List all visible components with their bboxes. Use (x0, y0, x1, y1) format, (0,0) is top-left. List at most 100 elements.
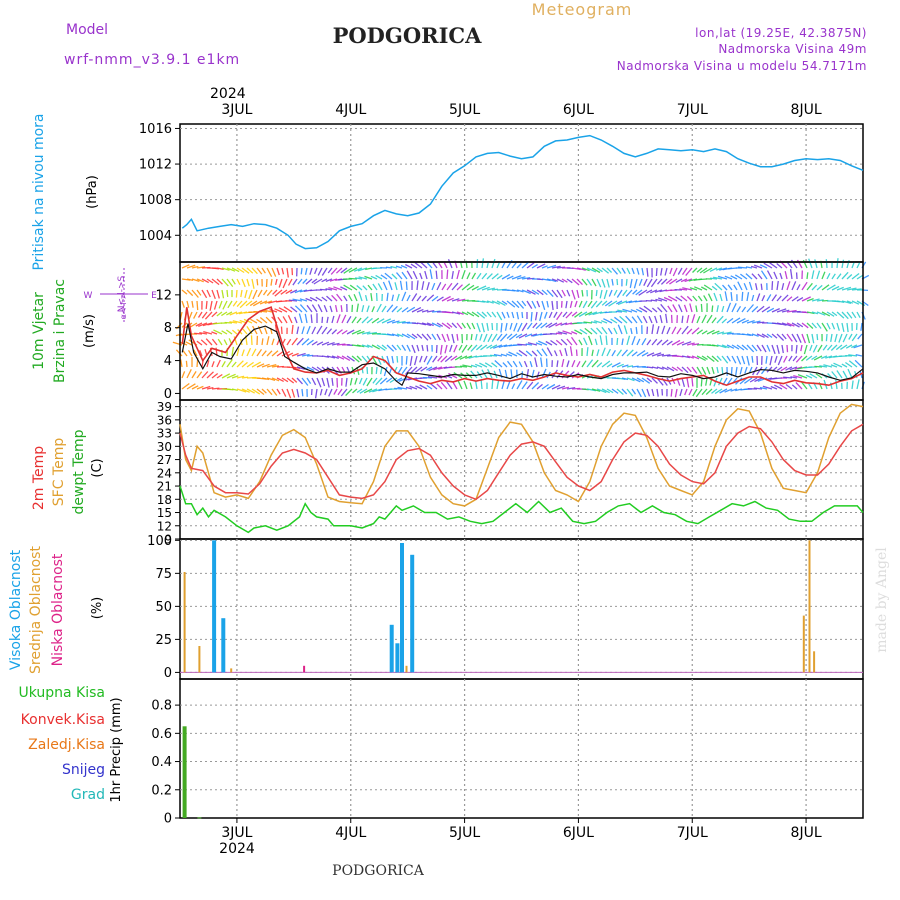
wind-direction-mark (527, 342, 538, 346)
wind-direction-mark (223, 339, 228, 346)
wind-direction-mark (419, 355, 423, 363)
wind-direction-mark (748, 281, 753, 291)
wind-direction-mark (795, 355, 803, 363)
wind-direction-mark (333, 286, 343, 291)
wind-direction-mark (236, 375, 245, 379)
wind-direction-mark (703, 295, 708, 302)
wind-direction-mark (486, 300, 494, 304)
wind-direction-mark (212, 322, 223, 325)
compass-east: E (151, 291, 157, 301)
wind-direction-mark (456, 333, 459, 341)
wind-direction-mark (835, 379, 838, 390)
wind-direction-mark (256, 388, 265, 396)
wind-direction-mark (421, 322, 432, 327)
wind-direction-mark (340, 267, 348, 274)
wind-direction-mark (571, 331, 578, 335)
wind-direction-mark (587, 335, 593, 346)
wind-direction-mark (456, 322, 463, 330)
wind-direction-mark (684, 388, 688, 396)
wind-direction-mark (506, 333, 513, 339)
wind-direction-mark (689, 303, 693, 313)
wind-direction-mark (201, 278, 210, 284)
wind-direction-mark (364, 275, 373, 280)
wind-direction-mark (696, 329, 703, 335)
xtick-label-top: 4JUL (335, 102, 366, 118)
wind-direction-mark (296, 337, 304, 346)
wind-direction-mark (791, 322, 800, 328)
wind-direction-mark (201, 289, 208, 299)
wind-direction-mark (354, 277, 363, 280)
wind-direction-mark (515, 333, 523, 339)
wind-direction-mark (261, 267, 266, 274)
cloud-unit: (%) (90, 597, 105, 620)
wind-direction-mark (413, 355, 418, 366)
wind-direction-mark (391, 344, 397, 351)
wind-direction-mark (211, 331, 218, 335)
wind-direction-mark (753, 264, 763, 269)
wind-direction-mark (611, 349, 616, 357)
wind-direction-mark (831, 371, 838, 379)
wind-direction-mark (306, 366, 315, 371)
wind-direction-mark (213, 300, 218, 310)
wind-direction-mark (791, 333, 798, 343)
wind-direction-mark (470, 364, 478, 368)
wind-direction-mark (496, 300, 506, 306)
wind-direction-mark (352, 388, 358, 394)
wind-direction-mark (221, 278, 229, 287)
wind-direction-mark (675, 296, 683, 302)
wind-direction-mark (531, 350, 538, 357)
wind-direction-mark (591, 388, 601, 392)
wind-direction-mark (405, 386, 413, 390)
wind-direction-mark (717, 275, 728, 280)
wind-direction-mark (801, 381, 808, 390)
wind-direction-mark (286, 267, 289, 278)
wind-direction-mark (179, 341, 188, 346)
wind-direction-mark (310, 314, 313, 324)
wind-direction-mark (776, 263, 783, 269)
wind-direction-mark (616, 289, 623, 298)
wind-direction-mark (730, 275, 738, 280)
wind-direction-mark (501, 300, 508, 305)
wind-direction-mark (667, 305, 673, 313)
wind-direction-mark (193, 349, 198, 357)
wind-direction-mark (446, 311, 454, 314)
wind-direction-mark (261, 338, 264, 346)
wind-direction-mark (251, 388, 261, 395)
wind-direction-mark (821, 322, 828, 332)
wind-direction-mark (372, 388, 383, 393)
wind-direction-mark (606, 388, 614, 394)
wind-direction-mark (440, 355, 448, 363)
wind-direction-mark (564, 348, 568, 357)
wind-direction-mark (715, 267, 723, 271)
wind-direction-mark (216, 373, 223, 379)
wind-direction-mark (766, 270, 773, 280)
wind-direction-mark (286, 338, 292, 346)
wind-direction-mark (605, 335, 608, 346)
precip-legend-item: Snijeg (62, 762, 105, 778)
wind-direction-mark (471, 311, 480, 318)
wind-direction-mark (280, 326, 283, 335)
wind-direction-mark (201, 371, 209, 379)
wind-direction-mark (256, 348, 263, 357)
wind-direction-mark (535, 342, 543, 346)
wind-direction-mark (806, 297, 814, 302)
wind-direction-mark (731, 303, 737, 313)
wind-direction-mark (561, 386, 570, 390)
wind-direction-mark (586, 267, 597, 273)
wind-direction-mark (671, 339, 681, 346)
wind-direction-mark (751, 306, 759, 313)
wind-direction-mark (221, 360, 226, 368)
wind-direction-mark (623, 325, 628, 335)
temp-sfc-title: SFC Temp (51, 438, 67, 507)
wind-direction-mark (516, 263, 522, 269)
wind-direction-mark (711, 285, 718, 291)
wind-direction-mark (494, 360, 503, 368)
wind-direction-mark (603, 318, 613, 324)
wind-direction-mark (181, 371, 186, 379)
wind-direction-mark (306, 325, 311, 335)
wind-direction-mark (711, 388, 718, 394)
wind-direction-mark (336, 314, 341, 324)
wind-direction-mark (396, 320, 406, 324)
wind-direction-mark (788, 355, 793, 362)
wind-direction-mark (821, 311, 831, 317)
